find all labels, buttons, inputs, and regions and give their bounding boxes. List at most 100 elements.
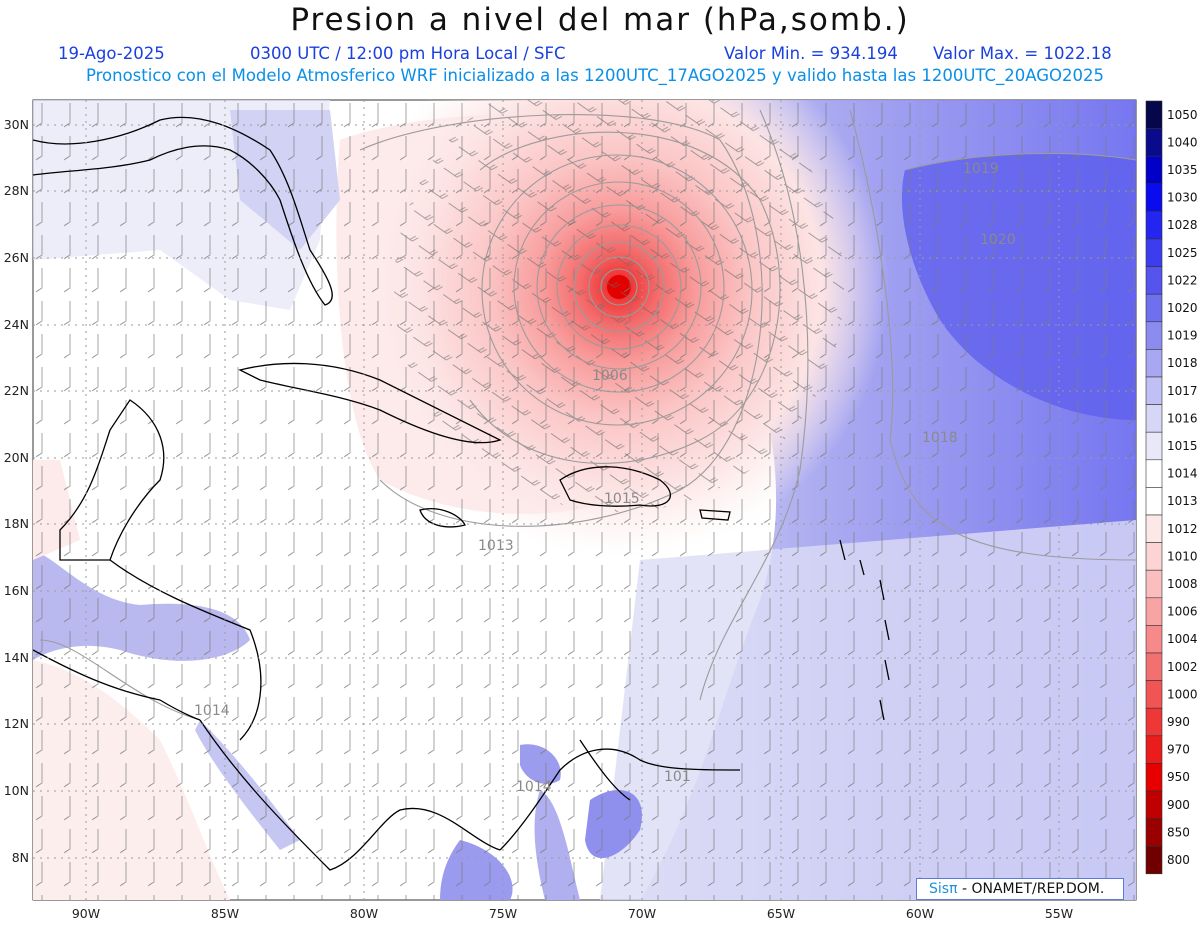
lat-label: 22N xyxy=(4,383,29,398)
shaded-fields xyxy=(33,100,1136,900)
colorbar-label: 1012 xyxy=(1167,522,1198,536)
lon-label: 65W xyxy=(767,906,795,921)
colorbar-label: 1035 xyxy=(1167,163,1198,177)
colorbar-swatch xyxy=(1145,100,1163,129)
colorbar-swatch xyxy=(1145,155,1163,185)
forecast-info: Pronostico con el Modelo Atmosferico WRF… xyxy=(85,66,1105,85)
contour-label: 1014 xyxy=(194,703,230,719)
lat-label: 10N xyxy=(4,783,29,798)
contour-label: 1015 xyxy=(604,491,640,507)
sispi-logo: Sisπ xyxy=(929,881,958,897)
colorbar-swatch xyxy=(1145,652,1163,681)
colorbar-swatch xyxy=(1145,128,1163,157)
latitude-labels: 30N 28N 26N 24N 22N 20N 18N 16N 14N 12N … xyxy=(4,117,29,865)
contour-label: 1020 xyxy=(980,232,1016,248)
max-value: Valor Max. = 1022.18 xyxy=(933,44,1112,63)
colorbar-swatch xyxy=(1145,790,1163,819)
colorbar-swatch xyxy=(1145,211,1163,240)
colorbar-label: 1050 xyxy=(1167,108,1198,122)
colorbar-swatch xyxy=(1145,735,1163,764)
lat-label: 20N xyxy=(4,450,29,465)
contour-label: 1014 xyxy=(516,779,552,795)
contour-label: 1006 xyxy=(592,368,628,384)
valid-date: 19-Ago-2025 xyxy=(58,44,165,63)
colorbar-swatch xyxy=(1145,680,1163,709)
colorbar-swatch xyxy=(1145,542,1163,571)
colorbar-label: 1006 xyxy=(1167,605,1198,619)
page-title: Presion a nivel del mar (hPa,somb.) xyxy=(290,2,910,38)
colorbar-swatch xyxy=(1145,514,1163,543)
min-value: Valor Min. = 934.194 xyxy=(724,44,898,63)
colorbar-swatch xyxy=(1145,487,1163,516)
colorbar-swatch xyxy=(1145,763,1163,792)
contour-labels: 1019 1020 1006 1018 1015 1013 1014 1014 … xyxy=(194,161,1016,795)
coastlines xyxy=(33,116,890,871)
lon-label: 85W xyxy=(211,906,239,921)
colorbar-swatch xyxy=(1145,459,1163,488)
lat-label: 30N xyxy=(4,117,29,132)
colorbar-label: 990 xyxy=(1167,715,1190,729)
colorbar-label: 1028 xyxy=(1167,218,1198,232)
lat-label: 18N xyxy=(4,516,29,531)
contour-label: 1013 xyxy=(478,538,514,554)
colorbar-label: 1020 xyxy=(1167,301,1198,315)
colorbar-label: 1025 xyxy=(1167,246,1198,260)
colorbar-swatch xyxy=(1145,376,1163,405)
contour-label: 1018 xyxy=(922,430,958,446)
colorbar-label: 970 xyxy=(1167,743,1190,757)
colorbar-label: 850 xyxy=(1167,825,1190,839)
colorbar-label: 1040 xyxy=(1167,135,1198,149)
lon-label: 75W xyxy=(489,906,517,921)
colorbar-swatch xyxy=(1145,183,1163,212)
lon-label: 70W xyxy=(628,906,656,921)
colorbar-legend: 1050 1040 1035 1030 1028 1025 1022 1020 1019 1018… xyxy=(1145,100,1198,875)
graticule xyxy=(33,100,1136,900)
lat-label: 28N xyxy=(4,183,29,198)
lon-label: 55W xyxy=(1045,906,1073,921)
colorbar-label: 1002 xyxy=(1167,660,1198,674)
credit-text: - ONAMET/REP.DOM. xyxy=(961,881,1105,897)
longitude-labels: 90W 85W 80W 75W 70W 65W 60W 55W xyxy=(72,906,1073,921)
lon-label: 80W xyxy=(350,906,378,921)
colorbar-label: 1019 xyxy=(1167,329,1198,343)
colorbar-swatch xyxy=(1145,707,1163,737)
lat-label: 24N xyxy=(4,317,29,332)
colorbar-label: 1010 xyxy=(1167,549,1198,563)
colorbar-label: 950 xyxy=(1167,770,1190,784)
colorbar-swatch xyxy=(1145,321,1163,350)
lat-label: 14N xyxy=(4,650,29,665)
colorbar-label: 1015 xyxy=(1167,439,1198,453)
colorbar-swatch xyxy=(1145,845,1163,875)
colorbar-swatch xyxy=(1145,569,1163,599)
colorbar-swatch xyxy=(1145,349,1163,378)
lat-label: 16N xyxy=(4,583,29,598)
colorbar-label: 1030 xyxy=(1167,191,1198,205)
colorbar-swatch xyxy=(1145,238,1163,267)
valid-time: 0300 UTC / 12:00 pm Hora Local / SFC xyxy=(250,44,566,63)
colorbar-swatch xyxy=(1145,293,1163,323)
colorbar-label: 1014 xyxy=(1167,467,1198,481)
colorbar-swatch xyxy=(1145,625,1163,654)
colorbar-label: 900 xyxy=(1167,798,1190,812)
lon-label: 90W xyxy=(72,906,100,921)
colorbar-label: 1008 xyxy=(1167,577,1198,591)
colorbar-swatch xyxy=(1145,597,1163,626)
colorbar-label: 1000 xyxy=(1167,687,1198,701)
lat-label: 12N xyxy=(4,716,29,731)
isobars xyxy=(39,109,1136,721)
colorbar-label: 1022 xyxy=(1167,273,1198,287)
colorbar-swatch xyxy=(1145,266,1163,295)
lon-label: 60W xyxy=(906,906,934,921)
contour-label: 101 xyxy=(664,769,691,785)
lat-label: 26N xyxy=(4,250,29,265)
colorbar-label: 1018 xyxy=(1167,356,1198,370)
colorbar-label: 1013 xyxy=(1167,494,1198,508)
colorbar-swatch xyxy=(1145,431,1163,461)
colorbar-swatch xyxy=(1145,818,1163,847)
credit-box: Sisπ - ONAMET/REP.DOM. xyxy=(916,878,1124,900)
contour-label: 1019 xyxy=(963,161,999,177)
colorbar-label: 1017 xyxy=(1167,384,1198,398)
colorbar-label: 1016 xyxy=(1167,411,1198,425)
colorbar-swatch xyxy=(1145,404,1163,433)
